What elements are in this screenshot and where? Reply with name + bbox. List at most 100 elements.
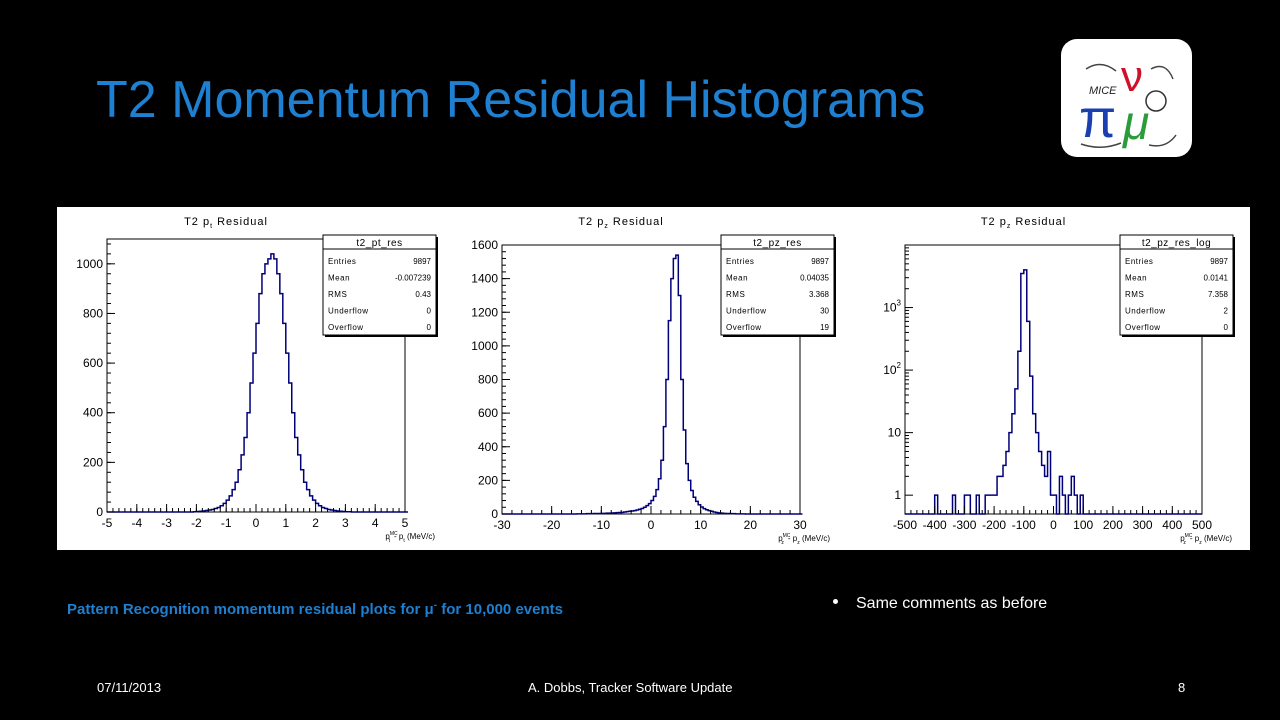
logo-mu: μ <box>1121 97 1149 150</box>
bullet-text: Same comments as before <box>856 595 1048 612</box>
stats-row-value: 3.368 <box>809 290 830 299</box>
x-tick-label: -20 <box>543 518 561 532</box>
y-tick-label: 800 <box>478 373 498 387</box>
stats-row-value: 0 <box>1224 323 1229 332</box>
x-tick-label: -10 <box>593 518 611 532</box>
x-tick-label: -200 <box>982 518 1006 532</box>
stats-row-label: RMS <box>328 290 347 299</box>
x-tick-label: -3 <box>161 516 172 530</box>
x-tick-label: -1 <box>221 516 232 530</box>
x-tick-label: -300 <box>952 518 976 532</box>
y-tick-label: 0 <box>491 507 498 521</box>
caption-text: Pattern Recognition momentum residual pl… <box>67 601 434 618</box>
y-tick-label: 600 <box>478 406 498 420</box>
stats-row-label: Underflow <box>726 307 767 316</box>
stats-row-label: Mean <box>328 274 350 283</box>
x-tick-label: -500 <box>893 518 917 532</box>
footer-date: 07/11/2013 <box>97 680 162 695</box>
stats-row-value: 19 <box>820 323 829 332</box>
stats-name: t2_pz_res <box>753 238 801 249</box>
x-tick-label: 0 <box>253 516 260 530</box>
y-tick-label: 1 <box>894 488 901 502</box>
stats-name: t2_pz_res_log <box>1142 238 1211 249</box>
x-axis-label: pMC z - pz (MeV/c) <box>778 533 830 546</box>
y-tick-label: 1000 <box>471 339 498 353</box>
x-tick-label: 3 <box>342 516 349 530</box>
y-tick-label: 10 <box>888 426 902 440</box>
x-tick-label: -100 <box>1012 518 1036 532</box>
x-tick-label: 30 <box>793 518 807 532</box>
chart-title: T2 pz Residual <box>981 216 1066 230</box>
y-tick-label: 600 <box>83 356 103 370</box>
stats-row-label: Underflow <box>1125 307 1166 316</box>
x-tick-label: -400 <box>923 518 947 532</box>
x-tick-label: 2 <box>312 516 319 530</box>
histogram-line <box>502 254 803 515</box>
stats-row-value: 9897 <box>811 257 829 266</box>
stats-box <box>1119 234 1234 336</box>
stats-box <box>322 234 437 336</box>
y-tick-label: 1200 <box>471 305 498 319</box>
stats-row-label: Mean <box>1125 274 1147 283</box>
x-tick-label: -5 <box>102 516 113 530</box>
x-tick-label: 200 <box>1103 518 1123 532</box>
stats-row-value: 0 <box>427 323 432 332</box>
y-tick-label: 800 <box>83 306 103 320</box>
y-tick-label: 0 <box>96 505 103 519</box>
y-tick-label: 103 <box>883 299 901 315</box>
x-axis-label: pMC z - pz (MeV/c) <box>1180 533 1232 546</box>
stats-row-value: 2 <box>1224 307 1229 316</box>
x-tick-label: 0 <box>1050 518 1057 532</box>
stats-row-value: 0 <box>427 307 432 316</box>
stats-row-value: 9897 <box>413 257 431 266</box>
caption-sup: - <box>433 600 438 611</box>
stats-row-label: Entries <box>328 257 356 266</box>
logo-pi: π <box>1079 89 1116 149</box>
mice-logo-icon: MICE π ν μ <box>1079 52 1177 150</box>
bullet-dot-icon <box>833 599 838 605</box>
y-tick-label: 200 <box>83 455 103 469</box>
x-tick-label: 10 <box>694 518 708 532</box>
stats-box <box>720 234 835 336</box>
logo-nu: ν <box>1121 52 1143 101</box>
stats-row-value: 9897 <box>1210 257 1228 266</box>
stats-row-value: 7.358 <box>1208 290 1229 299</box>
chart-title: T2 pz Residual <box>578 216 663 230</box>
stats-row-label: RMS <box>1125 290 1144 299</box>
stats-name: t2_pt_res <box>356 238 402 249</box>
x-tick-label: 0 <box>648 518 655 532</box>
x-tick-label: 5 <box>402 516 409 530</box>
stats-row-value: 0.43 <box>415 290 431 299</box>
footer-page-number: 8 <box>1178 680 1186 695</box>
y-tick-label: 400 <box>83 406 103 420</box>
stats-row-label: RMS <box>726 290 745 299</box>
stats-row-label: Entries <box>1125 257 1153 266</box>
x-tick-label: -4 <box>131 516 142 530</box>
y-tick-label: 400 <box>478 440 498 454</box>
stats-row-label: Overflow <box>328 323 364 332</box>
stats-row-value: -0.007239 <box>395 274 432 283</box>
bullet-item: Same comments as before <box>833 595 1047 613</box>
stats-row-label: Overflow <box>726 323 762 332</box>
x-tick-label: 100 <box>1073 518 1093 532</box>
x-tick-label: 500 <box>1192 518 1212 532</box>
slide-title: T2 Momentum Residual Histograms <box>96 71 926 129</box>
x-tick-label: 4 <box>372 516 379 530</box>
x-tick-label: -2 <box>191 516 202 530</box>
stats-row-value: 0.04035 <box>800 274 829 283</box>
x-tick-label: 1 <box>282 516 289 530</box>
x-axis-label: pMC t - pt (MeV/c) <box>385 531 435 544</box>
y-tick-label: 1600 <box>471 238 498 252</box>
figure-caption: Pattern Recognition momentum residual pl… <box>67 600 563 618</box>
stats-row-label: Mean <box>726 274 748 283</box>
histogram-pz-residual: T2 pz Residual -30 -20 -10 0 10 20 30 0 200 400 600… <box>471 216 836 546</box>
mice-logo: MICE π ν μ <box>1061 39 1192 157</box>
stats-row-value: 30 <box>820 307 829 316</box>
y-tick-label: 1000 <box>76 257 103 271</box>
caption-suffix: for 10,000 events <box>437 601 563 618</box>
x-tick-label: -30 <box>493 518 511 532</box>
x-tick-label: 400 <box>1162 518 1182 532</box>
stats-row-label: Underflow <box>328 307 369 316</box>
histogram-pz-residual-log: T2 pz Residual-500 -400 -300 -200 -100 0 100 20… <box>883 216 1235 546</box>
histogram-line <box>905 269 1202 515</box>
